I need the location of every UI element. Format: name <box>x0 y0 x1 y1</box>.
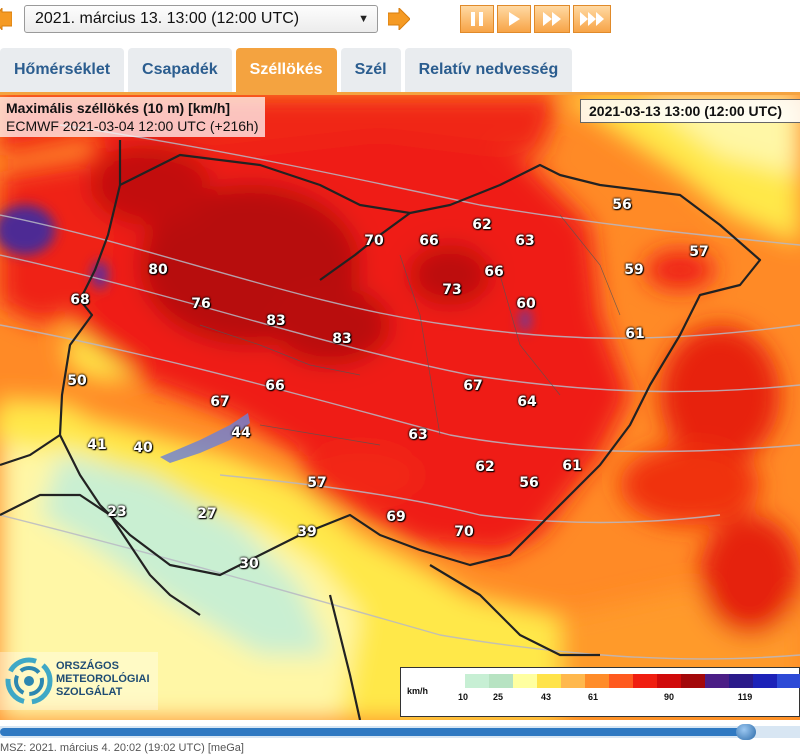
color-legend: km/h 10 25 43 61 90 119 <box>400 667 800 717</box>
legend-color-step <box>441 674 466 688</box>
omsz-logo: ORSZÁGOS METEOROLÓGIAI SZOLGÁLAT <box>0 652 158 710</box>
logo-line-2: METEOROLÓGIAI <box>56 673 150 685</box>
legend-color-step <box>753 674 778 688</box>
gust-value-label: 41 <box>87 437 107 453</box>
map-title: Maximális széllökés (10 m) [km/h] <box>6 100 231 116</box>
gust-value-label: 40 <box>133 440 153 456</box>
logo-line-1: ORSZÁGOS <box>56 660 119 672</box>
legend-color-step <box>705 674 730 688</box>
gust-value-label: 30 <box>239 556 259 572</box>
gust-value-label: 23 <box>107 504 127 520</box>
time-slider[interactable] <box>0 724 800 740</box>
legend-tick-label: 119 <box>737 692 753 702</box>
tab-precipitation[interactable]: Csapadék <box>128 48 232 92</box>
map-info-box: Maximális széllökés (10 m) [km/h] ECMWF … <box>0 97 265 137</box>
legend-color-step <box>465 674 490 688</box>
gust-value-label: 68 <box>70 292 90 308</box>
gust-value-label: 39 <box>297 524 317 540</box>
legend-color-step <box>681 674 706 688</box>
legend-color-step <box>513 674 538 688</box>
pause-icon <box>471 12 483 26</box>
logo-line-3: SZOLGÁLAT <box>56 686 123 698</box>
gust-value-label: 70 <box>364 233 384 249</box>
gust-value-label: 59 <box>624 262 644 278</box>
gust-value-label: 62 <box>472 217 492 233</box>
forecast-map[interactable]: Maximális széllökés (10 m) [km/h] ECMWF … <box>0 95 800 720</box>
gust-value-label: 62 <box>475 459 495 475</box>
gust-value-label: 57 <box>307 475 327 491</box>
fast-forward-icon <box>543 12 561 26</box>
wind-gust-field <box>0 95 800 720</box>
gust-value-label: 56 <box>519 475 539 491</box>
legend-unit: km/h <box>407 686 429 696</box>
time-controls: 2021. március 13. 13:00 (12:00 UTC) ▼ <box>0 0 800 40</box>
playback-buttons <box>460 5 611 33</box>
legend-color-step <box>489 674 514 688</box>
gust-value-label: 83 <box>332 331 352 347</box>
tab-temperature[interactable]: Hőmérséklet <box>0 48 125 92</box>
next-arrow-icon[interactable] <box>388 8 410 30</box>
legend-color-step <box>537 674 562 688</box>
time-select[interactable]: 2021. március 13. 13:00 (12:00 UTC) ▼ <box>24 5 378 33</box>
time-select-value: 2021. március 13. 13:00 (12:00 UTC) <box>35 10 300 27</box>
gust-value-label: 63 <box>408 427 428 443</box>
gust-value-label: 70 <box>454 524 474 540</box>
gust-value-label: 27 <box>197 506 217 522</box>
omsz-logo-text: ORSZÁGOS METEOROLÓGIAI SZOLGÁLAT <box>56 660 150 699</box>
fastest-forward-icon <box>580 12 604 26</box>
legend-color-step <box>561 674 586 688</box>
legend-color-step <box>609 674 634 688</box>
legend-color-bar <box>441 674 800 688</box>
legend-tick-label: 10 <box>457 692 469 702</box>
tab-underline <box>0 92 800 95</box>
legend-tick-label: 25 <box>492 692 504 702</box>
legend-color-step <box>777 674 800 688</box>
legend-tick-label: 61 <box>587 692 599 702</box>
tab-wind-gust[interactable]: Széllökés <box>235 48 337 92</box>
gust-value-label: 57 <box>689 244 709 260</box>
gust-value-label: 76 <box>191 296 211 312</box>
play-button[interactable] <box>497 5 531 33</box>
gust-value-label: 83 <box>266 313 286 329</box>
gust-value-label: 61 <box>625 326 645 342</box>
valid-time-box: 2021-03-13 13:00 (12:00 UTC) <box>580 99 800 123</box>
legend-color-step <box>633 674 658 688</box>
gust-value-label: 56 <box>612 197 632 213</box>
model-run-text: ECMWF 2021-03-04 12:00 UTC (+216h) <box>6 118 259 134</box>
tab-wind[interactable]: Szél <box>340 48 401 92</box>
gust-value-label: 67 <box>210 394 230 410</box>
gust-value-label: 63 <box>515 233 535 249</box>
previous-arrow-icon[interactable] <box>0 8 12 30</box>
time-slider-handle[interactable] <box>736 724 756 740</box>
gust-value-label: 50 <box>67 373 87 389</box>
gust-value-label: 66 <box>484 264 504 280</box>
gust-value-label: 60 <box>516 296 536 312</box>
omsz-logo-icon <box>5 657 53 705</box>
gust-value-label: 73 <box>442 282 462 298</box>
parameter-tabs: Hőmérséklet Csapadék Széllökés Szél Rela… <box>0 48 573 92</box>
gust-value-label: 67 <box>463 378 483 394</box>
legend-color-step <box>657 674 682 688</box>
chevron-down-icon: ▼ <box>358 13 369 25</box>
gust-value-label: 61 <box>562 458 582 474</box>
gust-value-label: 44 <box>231 425 251 441</box>
tab-relative-humidity[interactable]: Relatív nedvesség <box>404 48 573 92</box>
legend-tick-label: 90 <box>663 692 675 702</box>
fast-forward-button[interactable] <box>534 5 570 33</box>
gust-value-label: 69 <box>386 509 406 525</box>
gust-value-label: 80 <box>148 262 168 278</box>
play-icon <box>509 12 520 26</box>
legend-tick-label: 43 <box>540 692 552 702</box>
fastest-forward-button[interactable] <box>573 5 611 33</box>
legend-color-step <box>585 674 610 688</box>
time-slider-fill <box>0 728 745 736</box>
pause-button[interactable] <box>460 5 494 33</box>
gust-value-label: 66 <box>265 378 285 394</box>
legend-color-step <box>729 674 754 688</box>
gust-value-label: 64 <box>517 394 537 410</box>
gust-value-label: 66 <box>419 233 439 249</box>
footer-timestamp: MSZ: 2021. március 4. 20:02 (19:02 UTC) … <box>0 742 244 754</box>
